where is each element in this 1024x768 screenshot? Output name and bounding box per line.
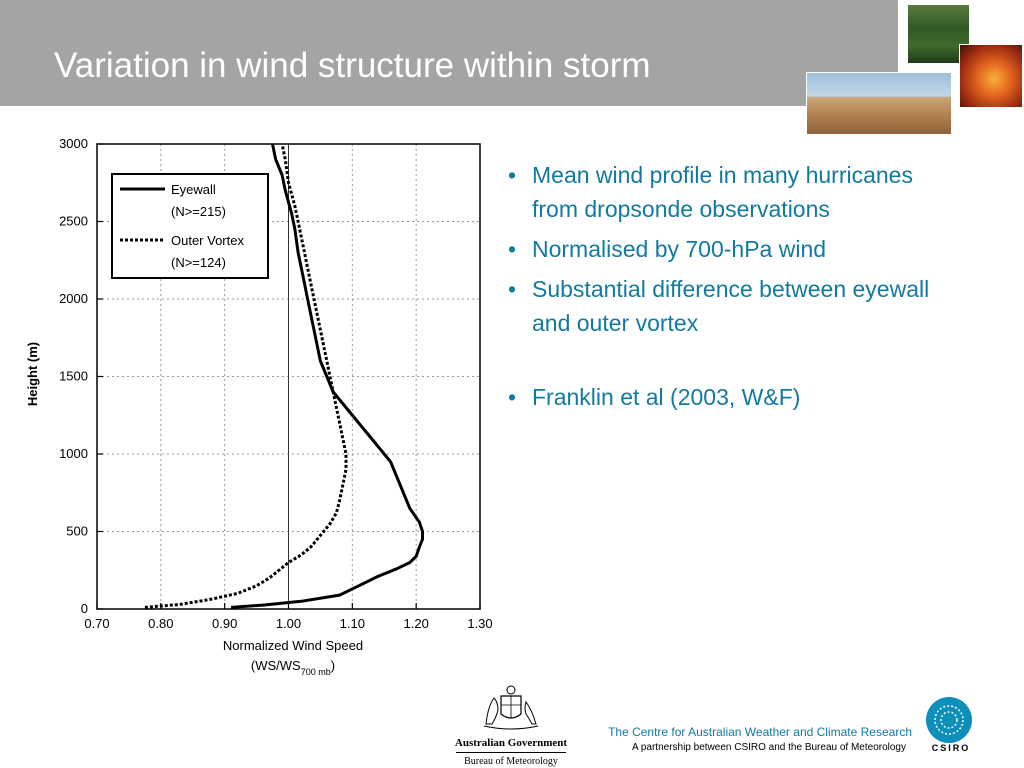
- y-tick-label: 0: [81, 601, 88, 616]
- forest-photo: [907, 4, 970, 64]
- bullet-marker: •: [508, 162, 517, 188]
- slide-title: Variation in wind structure within storm: [54, 46, 651, 85]
- y-tick-label: 2500: [59, 214, 88, 229]
- legend-outer-vortex-count: (N>=124): [171, 255, 226, 270]
- wind-profile-chart: 0.70 0.80 0.90 1.00 1.10 1.20 1.30 0 500 1000 1500…: [25, 136, 493, 677]
- centre-name: The Centre for Australian Weather and Cl…: [608, 725, 912, 739]
- bullet-marker: •: [508, 384, 517, 410]
- y-tick-label: 2000: [59, 291, 88, 306]
- chart-legend: Eyewall (N>=215) Outer Vortex (N>=124): [111, 173, 269, 279]
- bullet-marker: •: [508, 276, 517, 302]
- bullet-marker: •: [508, 236, 517, 262]
- csiro-logo-icon: [926, 697, 972, 743]
- bullet-text: Mean wind profile in many hurricanes fro…: [532, 162, 913, 222]
- x-axis-label: Normalized Wind Speed: [223, 638, 363, 653]
- legend-eyewall-count: (N>=215): [171, 204, 226, 219]
- series-line-outer-vortex: [144, 143, 348, 609]
- bullet-item: • Normalised by 700-hPa wind: [508, 232, 948, 266]
- y-tick-label: 1000: [59, 446, 88, 461]
- bullet-item: • Franklin et al (2003, W&F): [508, 380, 948, 414]
- x-tick-label: 0.90: [212, 616, 237, 631]
- bullet-list: • Mean wind profile in many hurricanes f…: [508, 158, 948, 414]
- bullet-text: Substantial difference between eyewall a…: [532, 276, 930, 336]
- australian-government-crest: Australian Government Bureau of Meteorol…: [452, 684, 570, 767]
- series-lines: [144, 143, 424, 609]
- y-tick-label: 1500: [59, 369, 88, 384]
- bureau-name: Bureau of Meteorology: [464, 756, 558, 767]
- y-tick-label: 500: [66, 524, 88, 539]
- x-tick-label: 1.30: [467, 616, 492, 631]
- legend-eyewall-label: Eyewall: [171, 182, 216, 197]
- x-axis-unit-subscript: 700 mb: [301, 667, 331, 677]
- divider: [456, 752, 566, 753]
- legend-box: [111, 173, 269, 279]
- y-axis-label: Height (m): [25, 342, 40, 406]
- x-axis-unit-label: (WS/WS700 mb): [251, 658, 335, 677]
- x-tick-label: 1.20: [404, 616, 429, 631]
- farm-field-photo: [806, 72, 952, 135]
- bullet-text: Franklin et al (2003, W&F): [532, 384, 801, 410]
- y-tick-label: 3000: [59, 136, 88, 151]
- government-name: Australian Government: [454, 737, 568, 749]
- series-line-eyewall: [230, 143, 424, 609]
- x-tick-label: 1.00: [276, 616, 301, 631]
- bullet-item: • Mean wind profile in many hurricanes f…: [508, 158, 948, 226]
- axis-ticks: 0.70 0.80 0.90 1.00 1.10 1.20 1.30 0 500 1000 1500…: [59, 136, 493, 631]
- coat-of-arms-icon: [483, 685, 539, 730]
- title-bar: Variation in wind structure within storm: [0, 0, 898, 106]
- x-tick-label: 1.10: [340, 616, 365, 631]
- x-axis-unit-suffix: ): [331, 658, 335, 673]
- x-tick-label: 0.70: [84, 616, 109, 631]
- csiro-wordmark: CSIRO: [931, 743, 971, 753]
- csiro-logo-mark: [934, 705, 964, 735]
- bullet-text: Normalised by 700-hPa wind: [532, 236, 827, 262]
- bullet-item: • Substantial difference between eyewall…: [508, 272, 948, 340]
- partnership-text: A partnership between CSIRO and the Bure…: [631, 742, 906, 753]
- bushfire-photo: [959, 44, 1023, 108]
- legend-outer-vortex-label: Outer Vortex: [171, 233, 244, 248]
- x-tick-label: 0.80: [148, 616, 173, 631]
- x-axis-unit-prefix: (WS/WS: [251, 658, 301, 673]
